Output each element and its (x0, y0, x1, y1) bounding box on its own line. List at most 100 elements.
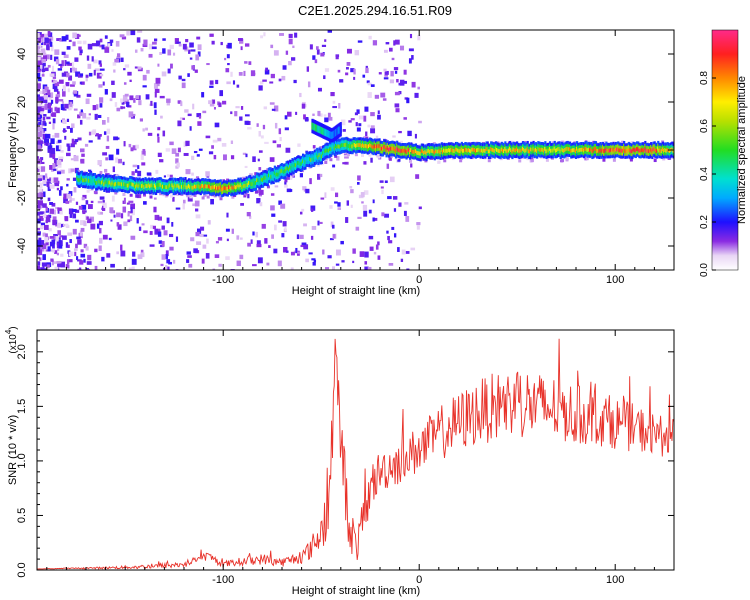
spectrogram-noise-cell (135, 194, 140, 198)
spectrogram-noise-cell (120, 106, 126, 109)
spectrogram-noise-cell (225, 228, 230, 232)
spectrogram-noise-cell (102, 200, 105, 205)
spectrogram-ridge-core (234, 185, 238, 190)
spectrogram-noise-cell (195, 231, 200, 237)
spectrogram-noise-cell (317, 87, 322, 92)
spectrogram-noise-cell (190, 49, 196, 52)
spectrogram-noise-cell (380, 186, 384, 189)
spectrogram-noise-cell (56, 247, 60, 252)
spectrogram-noise-cell (308, 252, 313, 255)
spectrogram-noise-cell (166, 100, 171, 106)
spectrogram-ridge-core (623, 146, 626, 151)
spectrogram-noise-cell (274, 185, 279, 188)
spectrogram-noise-cell (301, 242, 307, 246)
spectrogram-noise-cell (378, 72, 382, 75)
spectrogram-noise-cell (136, 37, 141, 43)
spectrogram-noise-cell (116, 222, 120, 227)
spectrogram-noise-cell (191, 65, 195, 70)
spectrogram-noise-cell (250, 70, 256, 77)
spectrogram-noise-cell (408, 58, 412, 64)
spectrogram-noise-cell (268, 245, 271, 248)
spectrogram-noise-cell (214, 122, 220, 128)
spectrogram-noise-cell (48, 149, 53, 153)
spectrogram-ridge-core (169, 183, 172, 188)
spectrogram-noise-cell (77, 137, 82, 141)
spectrogram-noise-cell (41, 161, 45, 165)
spectrogram-noise-cell (46, 92, 51, 98)
spectrogram-halo-cell (114, 191, 118, 195)
spectrogram-noise-cell (370, 112, 375, 117)
svg-text:(x104): (x104) (4, 326, 19, 353)
spectrogram-ridge-core (90, 178, 93, 183)
spectrogram-noise-cell (37, 101, 42, 107)
spectrogram-noise-cell (181, 78, 186, 82)
spectrogram-noise-cell (89, 216, 95, 222)
spectrogram-noise-cell (60, 65, 63, 69)
spectrogram-ridge-core (648, 148, 652, 153)
spectrogram-noise-cell (102, 202, 107, 206)
spectrogram-noise-cell (323, 114, 327, 117)
spectrogram-ridge-core (135, 184, 138, 189)
spectrogram-ridge-core (305, 157, 308, 162)
spectrogram-noise-cell (196, 241, 202, 245)
spectrogram-noise-cell (395, 108, 400, 113)
spectrogram-noise-cell (80, 148, 85, 153)
spectrogram-ridge-core (651, 149, 654, 154)
spectrogram-branch-core (317, 125, 320, 133)
snr-series-line (37, 338, 674, 570)
spectrogram-noise-cell (358, 123, 362, 127)
spectrogram-noise-cell (77, 40, 82, 45)
spectrogram-noise-cell (120, 98, 123, 103)
spectrogram-noise-cell (50, 92, 54, 99)
spectrogram-ridge-core (346, 143, 349, 148)
spectrogram-noise-cell (217, 137, 222, 142)
spectrogram-noise-cell (334, 201, 338, 204)
spectrogram-noise-cell (162, 48, 166, 54)
spectrogram-noise-cell (70, 84, 75, 87)
spectrogram-noise-cell (247, 242, 252, 247)
spectrogram-ridge-core (352, 142, 355, 147)
spectrogram-ridge-core (523, 147, 526, 152)
spectrogram-ridge-core (374, 145, 378, 150)
spectrogram-halo-cell (203, 193, 207, 197)
spectrogram-noise-cell (330, 221, 334, 228)
spectrogram-ridge-core (270, 174, 273, 179)
spectrogram-ridge-core (333, 146, 336, 151)
spectrogram-ridge-core (131, 182, 134, 187)
spectrogram-noise-cell (417, 86, 420, 90)
spectrogram-ridge-core (506, 149, 509, 154)
spectrogram-noise-cell (97, 160, 102, 166)
spectrogram-ridge-core (635, 147, 639, 151)
spectrogram-ridge-core (520, 148, 523, 153)
spectrogram-noise-cell (273, 105, 279, 112)
spectrogram-ridge-core (262, 178, 265, 182)
spectrogram-noise-cell (77, 268, 81, 270)
spectrogram-halo-cell (324, 160, 328, 164)
spectrogram-noise-cell (177, 100, 182, 104)
spectrogram-noise-cell (252, 231, 255, 236)
spectrogram-noise-cell (82, 210, 86, 215)
spectrogram-noise-cell (52, 83, 58, 90)
spectrogram-noise-cell (42, 254, 46, 261)
spectrogram-noise-cell (82, 113, 87, 119)
spectrogram-noise-cell (256, 123, 259, 127)
spectrogram-noise-cell (152, 225, 157, 230)
spectrogram-noise-cell (43, 33, 49, 38)
spectrogram-noise-cell (293, 79, 297, 84)
spectrogram-noise-cell (367, 124, 371, 128)
spectrogram-ridge-core (613, 148, 616, 153)
spectrogram-noise-cell (55, 96, 59, 103)
spectrogram-noise-cell (197, 51, 201, 57)
spectrogram-noise-cell (393, 233, 397, 238)
spectrogram-noise-cell (332, 106, 338, 109)
spectrogram-noise-cell (110, 219, 113, 222)
spectrogram-noise-cell (142, 148, 146, 155)
spectrogram-noise-cell (98, 60, 102, 65)
spectrogram-noise-cell (73, 67, 78, 73)
spectrogram-ridge-core (504, 147, 507, 151)
spectrogram-noise-cell (37, 227, 41, 231)
spectrogram-noise-cell (96, 223, 100, 229)
spectrogram-ridge-core (527, 149, 530, 154)
spectrogram-noise-cell (120, 57, 124, 63)
spectrogram-noise-cell (260, 135, 264, 139)
